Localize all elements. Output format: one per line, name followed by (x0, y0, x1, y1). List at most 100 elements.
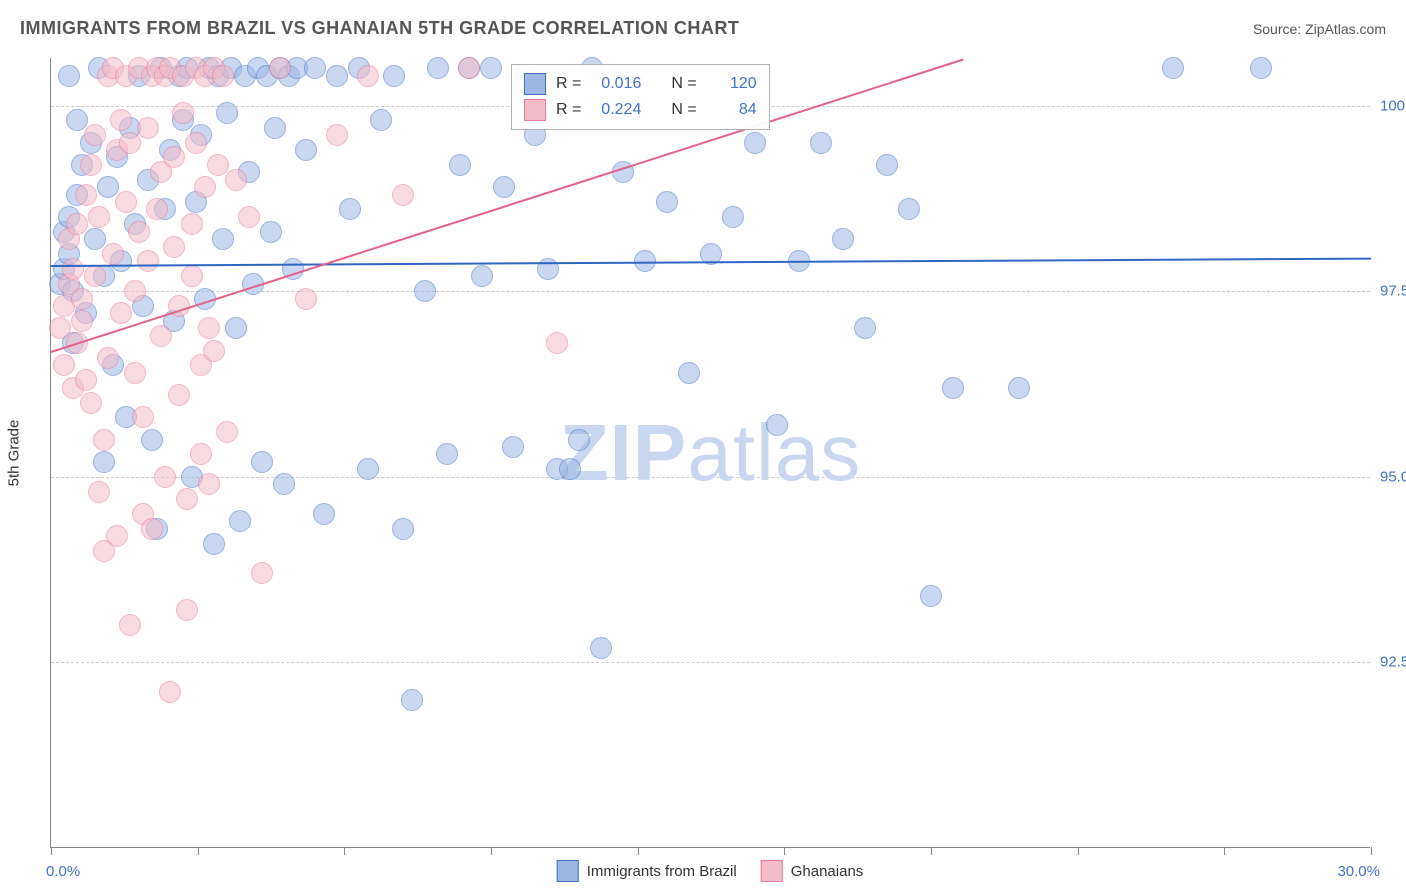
legend-stats-row-1: R = 0.016 N = 120 (524, 71, 757, 97)
data-point (58, 65, 80, 87)
n-value-1: 120 (707, 71, 757, 97)
data-point (190, 443, 212, 465)
data-point (264, 117, 286, 139)
legend-item-2: Ghanaians (761, 860, 864, 882)
r-value-2: 0.224 (591, 97, 641, 123)
data-point (251, 451, 273, 473)
data-point (449, 154, 471, 176)
data-point (93, 429, 115, 451)
data-point (137, 117, 159, 139)
chart-title: IMMIGRANTS FROM BRAZIL VS GHANAIAN 5TH G… (20, 18, 739, 39)
data-point (203, 533, 225, 555)
data-point (80, 154, 102, 176)
data-point (854, 317, 876, 339)
legend-stats-box: R = 0.016 N = 120 R = 0.224 N = 84 (511, 64, 770, 130)
data-point (159, 681, 181, 703)
data-point (137, 250, 159, 272)
data-point (229, 510, 251, 532)
data-point (383, 65, 405, 87)
data-point (124, 362, 146, 384)
data-point (590, 637, 612, 659)
data-point (810, 132, 832, 154)
data-point (119, 614, 141, 636)
data-point (920, 585, 942, 607)
data-point (260, 221, 282, 243)
r-label: R = (556, 71, 581, 97)
data-point (71, 310, 93, 332)
data-point (766, 414, 788, 436)
data-point (493, 176, 515, 198)
data-point (273, 473, 295, 495)
data-point (163, 236, 185, 258)
data-point (132, 406, 154, 428)
data-point (97, 347, 119, 369)
data-point (401, 689, 423, 711)
data-point (458, 57, 480, 79)
data-point (295, 139, 317, 161)
data-point (119, 132, 141, 154)
data-point (832, 228, 854, 250)
x-tick (784, 847, 785, 855)
data-point (115, 191, 137, 213)
data-point (88, 481, 110, 503)
data-point (471, 265, 493, 287)
legend-swatch-series-2 (524, 99, 546, 121)
data-point (480, 57, 502, 79)
x-axis-max-label: 30.0% (1337, 863, 1380, 880)
data-point (313, 503, 335, 525)
data-point (154, 466, 176, 488)
data-point (392, 184, 414, 206)
data-point (168, 384, 190, 406)
n-value-2: 84 (707, 97, 757, 123)
x-tick (931, 847, 932, 855)
y-tick-label: 95.0% (1380, 468, 1406, 485)
data-point (146, 198, 168, 220)
legend-label-1: Immigrants from Brazil (587, 863, 737, 880)
r-value-1: 0.016 (591, 71, 641, 97)
data-point (185, 132, 207, 154)
n-label: N = (671, 97, 696, 123)
data-point (88, 206, 110, 228)
data-point (225, 317, 247, 339)
data-point (163, 146, 185, 168)
data-point (414, 280, 436, 302)
x-tick (198, 847, 199, 855)
data-point (357, 65, 379, 87)
data-point (502, 436, 524, 458)
data-point (326, 65, 348, 87)
data-point (238, 206, 260, 228)
data-point (93, 451, 115, 473)
data-point (326, 124, 348, 146)
data-point (216, 421, 238, 443)
data-point (62, 258, 84, 280)
y-tick-label: 92.5% (1380, 654, 1406, 671)
data-point (876, 154, 898, 176)
legend-item-1: Immigrants from Brazil (557, 860, 737, 882)
legend-label-2: Ghanaians (791, 863, 864, 880)
data-point (141, 429, 163, 451)
data-point (128, 221, 150, 243)
legend-bottom: Immigrants from Brazil Ghanaians (557, 860, 864, 882)
data-point (106, 525, 128, 547)
data-point (225, 169, 247, 191)
r-label: R = (556, 97, 581, 123)
legend-swatch-series-1 (557, 860, 579, 882)
data-point (898, 198, 920, 220)
data-point (559, 458, 581, 480)
data-point (216, 102, 238, 124)
data-point (1250, 57, 1272, 79)
legend-swatch-series-1 (524, 73, 546, 95)
data-point (181, 213, 203, 235)
data-point (1162, 57, 1184, 79)
data-point (212, 65, 234, 87)
data-point (251, 562, 273, 584)
data-point (568, 429, 590, 451)
data-point (181, 265, 203, 287)
data-point (110, 109, 132, 131)
data-point (75, 369, 97, 391)
legend-stats-row-2: R = 0.224 N = 84 (524, 97, 757, 123)
data-point (678, 362, 700, 384)
data-point (80, 392, 102, 414)
data-point (357, 458, 379, 480)
data-point (141, 518, 163, 540)
